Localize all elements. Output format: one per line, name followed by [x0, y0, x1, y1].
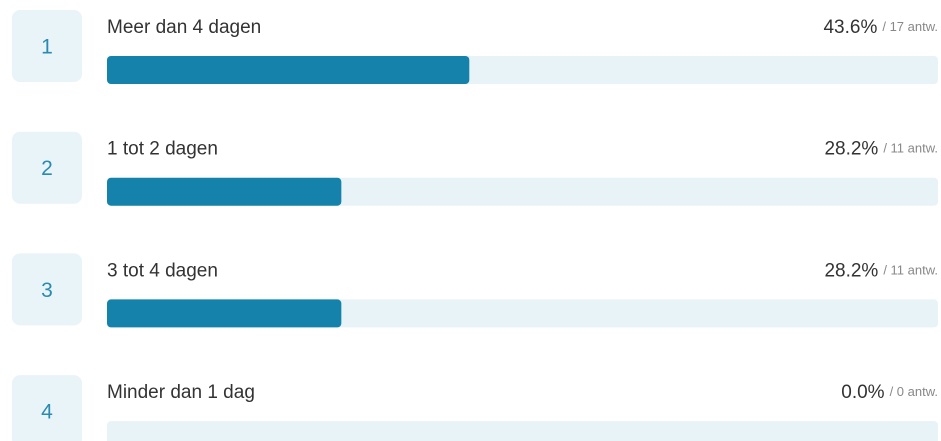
percent-label: 28.2%: [824, 139, 878, 160]
percent-label: 43.6%: [823, 17, 877, 38]
rank-box: [12, 253, 82, 326]
result-row: 4 Minder dan 1 dag 0.0% / 0 antw.: [12, 375, 938, 441]
result-row: 2 1 tot 2 dagen 28.2% / 11 antw.: [12, 131, 938, 204]
count-label: / 17 antw.: [882, 19, 938, 34]
rank-box: [12, 131, 82, 204]
option-label: Meer dan 4 dagen: [107, 17, 261, 38]
rank-box: [12, 10, 82, 82]
percent-label: 28.2%: [824, 260, 878, 281]
result-row: 3 3 tot 4 dagen 28.2% / 11 antw.: [12, 253, 938, 326]
rank: 4: [41, 401, 53, 424]
result-text: 28.2% / 11 antw.: [824, 260, 938, 281]
option-label: 3 tot 4 dagen: [107, 260, 218, 281]
result-text: 43.6% / 17 antw.: [823, 17, 938, 38]
count-label: / 0 antw.: [890, 385, 938, 400]
bar-track: [107, 421, 938, 441]
bar: [107, 56, 470, 84]
percent-label: 0.0%: [841, 382, 884, 403]
rank: 2: [41, 157, 53, 180]
result-text: 28.2% / 11 antw.: [824, 139, 938, 160]
bar: [107, 177, 342, 206]
bar: [107, 299, 342, 328]
count-label: / 11 antw.: [883, 141, 938, 156]
rank-box: [12, 375, 82, 441]
result-row: 1 Meer dan 4 dagen 43.6% / 17 antw.: [12, 10, 938, 82]
count-label: / 11 antw.: [883, 263, 938, 278]
option-label: 1 tot 2 dagen: [107, 139, 218, 160]
rank: 1: [41, 36, 53, 59]
result-text: 0.0% / 0 antw.: [841, 382, 938, 403]
option-label: Minder dan 1 dag: [107, 382, 255, 403]
rank: 3: [41, 279, 53, 302]
